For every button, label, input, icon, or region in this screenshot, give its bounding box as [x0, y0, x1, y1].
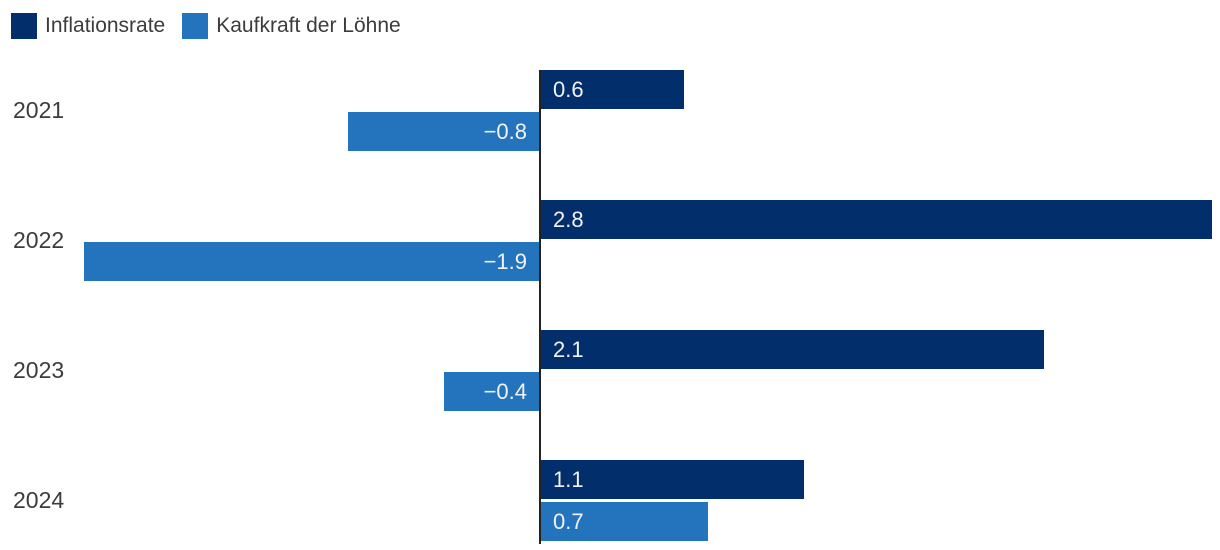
bar-value-label: −0.4 [483, 379, 527, 404]
legend-item-inflationsrate[interactable]: Inflationsrate [11, 13, 165, 39]
zero-axis-line [539, 70, 541, 544]
bar-value-label: 1.1 [553, 467, 584, 492]
kaufkraft-der-loehne-bar-2022[interactable]: −1.9 [84, 242, 540, 281]
bar-value-label: 2.8 [553, 207, 584, 232]
kaufkraft-der-loehne-bar-2023[interactable]: −0.4 [444, 372, 540, 411]
year-label-2024: 2024 [13, 487, 65, 513]
bar-value-label: −1.9 [483, 249, 527, 274]
bar-value-label: −0.8 [483, 119, 527, 144]
inflationsrate-bar-2022[interactable]: 2.8 [540, 200, 1212, 239]
inflationsrate-bar-2021[interactable]: 0.6 [540, 70, 684, 109]
legend-label-kaufkraft: Kaufkraft der Löhne [216, 14, 401, 37]
legend: Inflationsrate Kaufkraft der Löhne [11, 13, 401, 39]
year-label-2021: 2021 [13, 97, 65, 123]
chart-row-2022: 2022 2.8 −1.9 [0, 200, 1220, 281]
kaufkraft-der-loehne-bar-2024[interactable]: 0.7 [540, 502, 708, 541]
legend-item-kaufkraft[interactable]: Kaufkraft der Löhne [182, 13, 401, 39]
bar-value-label: 2.1 [553, 337, 584, 362]
bar-value-label: 0.7 [553, 509, 584, 534]
kaufkraft-der-loehne-bar-2021[interactable]: −0.8 [348, 112, 540, 151]
inflationsrate-swatch-icon [11, 13, 37, 39]
kaufkraft-swatch-icon [182, 13, 209, 39]
year-label-2022: 2022 [13, 227, 65, 253]
chart-row-2023: 2023 2.1 −0.4 [0, 330, 1220, 411]
legend-label-inflationsrate: Inflationsrate [45, 14, 166, 37]
inflationsrate-bar-2023[interactable]: 2.1 [540, 330, 1044, 369]
chart-row-2024: 2024 1.1 0.7 [0, 460, 1220, 541]
year-label-2023: 2023 [13, 357, 65, 383]
bar-value-label: 0.6 [553, 77, 584, 102]
inflationsrate-bar-2024[interactable]: 1.1 [540, 460, 804, 499]
chart-row-2021: 2021 0.6 −0.8 [0, 70, 1220, 151]
